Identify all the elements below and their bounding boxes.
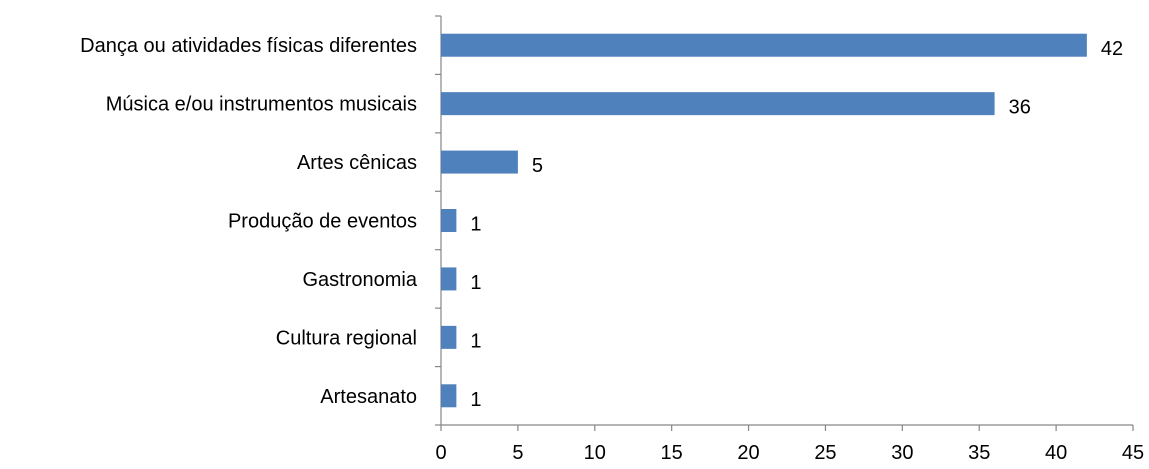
data-label: 42	[1101, 38, 1123, 60]
x-tick-label: 45	[1122, 442, 1144, 464]
bar	[441, 325, 457, 349]
bar	[441, 33, 1087, 57]
x-tick-label: 10	[584, 442, 606, 464]
bar	[441, 267, 457, 291]
bar	[441, 209, 457, 232]
data-label: 36	[1009, 97, 1031, 119]
category-label: Produção de eventos	[228, 211, 417, 233]
x-tick-label: 0	[435, 442, 446, 464]
category-label: Cultura regional	[276, 327, 417, 349]
bar	[441, 384, 457, 408]
data-label: 1	[470, 389, 481, 411]
bar-series	[441, 33, 1087, 408]
category-label: Gastronomia	[303, 269, 418, 291]
data-label: 1	[470, 214, 481, 236]
category-label: Artesanato	[320, 386, 417, 408]
category-label: Artes cênicas	[297, 152, 417, 174]
category-label: Música e/ou instrumentos musicais	[106, 94, 417, 116]
bar	[441, 92, 995, 116]
x-tick-label: 15	[661, 442, 683, 464]
x-tick-label: 25	[814, 442, 836, 464]
category-label: Dança ou atividades físicas diferentes	[80, 35, 417, 57]
data-label: 1	[470, 330, 481, 352]
x-tick-label: 30	[891, 442, 913, 464]
bar	[441, 150, 518, 174]
x-tick-label: 40	[1045, 442, 1067, 464]
chart-axes	[435, 15, 1134, 431]
x-tick-label: 5	[512, 442, 523, 464]
data-label: 1	[470, 272, 481, 294]
data-label: 5	[532, 155, 543, 177]
x-tick-label: 35	[968, 442, 990, 464]
x-tick-label: 20	[737, 442, 759, 464]
